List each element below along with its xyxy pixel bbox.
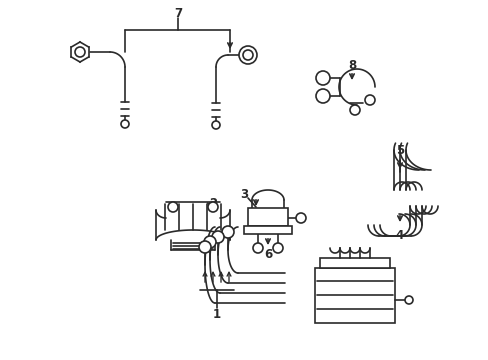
Text: 3: 3 (240, 188, 247, 201)
Circle shape (295, 213, 305, 223)
Circle shape (203, 236, 216, 248)
Bar (244, 226, 291, 234)
Bar (247, 208, 287, 226)
Text: 8: 8 (347, 59, 355, 72)
Circle shape (364, 95, 374, 105)
Circle shape (207, 202, 218, 212)
Circle shape (212, 231, 224, 243)
Bar (319, 258, 389, 268)
Circle shape (239, 46, 257, 64)
Circle shape (168, 202, 178, 212)
Circle shape (315, 71, 329, 85)
Circle shape (121, 120, 129, 128)
Circle shape (349, 105, 359, 115)
Text: 6: 6 (264, 248, 271, 261)
Circle shape (315, 89, 329, 103)
Text: 1: 1 (212, 309, 221, 321)
Circle shape (222, 226, 234, 238)
Circle shape (75, 47, 85, 57)
Text: 4: 4 (395, 229, 403, 242)
Text: 2: 2 (208, 197, 217, 210)
Circle shape (252, 243, 263, 253)
Circle shape (199, 241, 210, 253)
Circle shape (212, 121, 220, 129)
Circle shape (272, 243, 283, 253)
Bar (314, 268, 394, 323)
Text: 5: 5 (395, 144, 403, 157)
Circle shape (243, 50, 252, 60)
Circle shape (404, 296, 412, 304)
Text: 7: 7 (174, 6, 182, 19)
